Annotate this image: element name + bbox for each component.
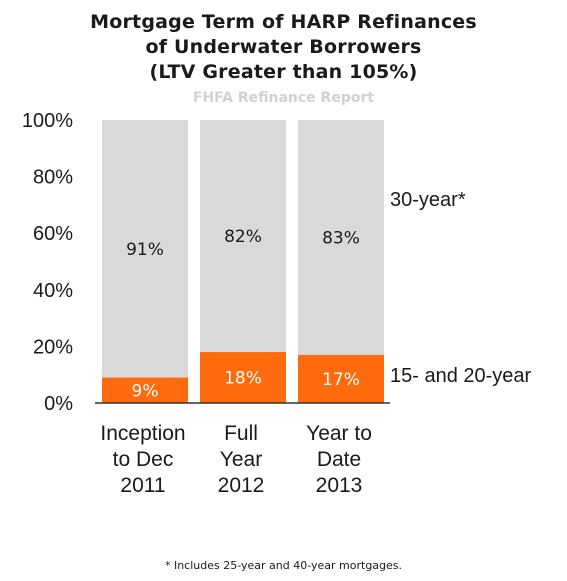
x-category-label: to Dec [113,448,174,471]
legend-15-20-year: 15- and 20-year [390,365,532,387]
chart-title: Mortgage Term of HARP Refinances of Unde… [0,10,567,85]
legend-30-year: 30-year* [390,189,466,211]
chart-title-line-1: Mortgage Term of HARP Refinances [90,11,477,33]
bar-15-20-year [200,352,286,403]
y-tick-label: 0% [44,393,73,415]
y-tick-label: 20% [33,336,73,358]
y-tick-label: 80% [33,167,73,189]
footnote: * Includes 25-year and 40-year mortgages… [164,559,403,572]
bar-15-20-year [102,377,188,403]
x-category-label: Full [224,422,258,445]
bar-30-year [102,120,188,378]
chart-title-line-3: (LTV Greater than 105%) [149,61,418,83]
data-label-15-20-year: 9% [132,381,159,401]
data-label-30-year: 82% [224,227,262,247]
y-tick-label: 60% [33,223,73,245]
y-tick-label: 100% [22,110,73,132]
data-label-30-year: 91% [126,240,164,260]
x-category-label: Date [317,448,361,471]
data-label-15-20-year: 17% [322,370,360,390]
data-label-15-20-year: 18% [224,369,262,389]
x-category-label: Year [220,448,262,471]
bar-30-year [200,120,286,353]
y-tick-label: 40% [33,280,73,302]
x-category-label: Year to [306,422,372,445]
x-category-label: 2012 [218,474,265,497]
chart-title-line-2: of Underwater Borrowers [145,36,422,58]
bar-15-20-year [298,354,384,403]
source-watermark: FHFA Refinance Report [192,90,375,106]
x-category-label: Inception [100,422,185,445]
x-category-label: 2013 [316,474,363,497]
x-category-label: 2011 [120,474,165,497]
data-label-30-year: 83% [322,228,360,248]
bar-30-year [298,120,384,355]
